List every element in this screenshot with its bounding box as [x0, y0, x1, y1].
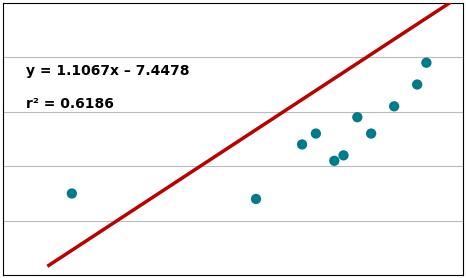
Point	[252, 197, 260, 201]
Text: r² = 0.6186: r² = 0.6186	[26, 96, 114, 111]
Text: y = 1.1067x – 7.4478: y = 1.1067x – 7.4478	[26, 64, 189, 78]
Point	[423, 61, 430, 65]
Point	[298, 142, 306, 147]
Point	[68, 191, 75, 196]
Point	[354, 115, 361, 120]
Point	[340, 153, 347, 158]
Point	[413, 82, 421, 87]
Point	[330, 158, 338, 163]
Point	[312, 131, 320, 136]
Point	[367, 131, 375, 136]
Point	[391, 104, 398, 108]
